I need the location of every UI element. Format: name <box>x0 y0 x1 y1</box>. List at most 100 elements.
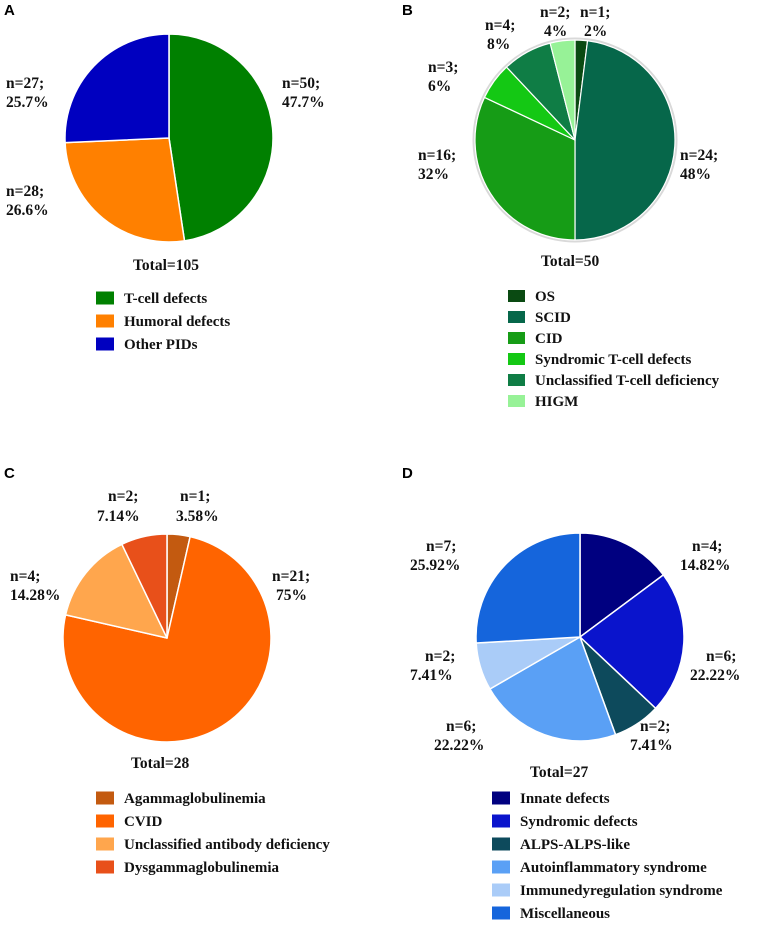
pie-slice-cvid <box>62 535 272 743</box>
slice-label-pct: 32% <box>418 166 449 183</box>
slice-label-n: n=28; <box>6 183 44 200</box>
slice-label-n: n=6; <box>706 648 736 665</box>
slice-label-pct: 14.28% <box>10 587 60 604</box>
slice-label-n: n=27; <box>6 75 44 92</box>
slice-label-pct: 6% <box>428 78 451 95</box>
legend-d: Innate defects Syndromic defects ALPS-ALPS… <box>492 791 723 922</box>
pie-slice-t-cell-defects <box>168 33 274 242</box>
total-label: Total=50 <box>541 253 599 270</box>
legend-label-autoinflammatory-syndrome: Autoinflammatory syndrome <box>520 860 707 876</box>
legend-label-immunedyregulation-syndrome: Immunedyregulation syndrome <box>520 883 723 899</box>
legend-swatch-cvid <box>96 814 114 828</box>
panel-letter-d: D <box>402 465 413 482</box>
legend-label-t-cell-defects: T-cell defects <box>124 291 207 307</box>
legend-label-alps-alps-like: ALPS-ALPS-like <box>520 837 630 853</box>
slice-label-pct: 7.41% <box>630 737 673 754</box>
total-label: Total=27 <box>530 764 588 781</box>
legend-b: OS SCID CID Syndromic T-cell defects Unclass… <box>508 289 720 410</box>
pie-slice-dysgammaglobulinemia <box>121 533 168 639</box>
slice-label-pct: 14.82% <box>680 557 730 574</box>
pie-chart-c <box>62 533 272 743</box>
panel-letter-c: C <box>4 465 15 482</box>
slice-label-n: n=4; <box>485 17 515 34</box>
legend-label-humoral-defects: Humoral defects <box>124 314 230 330</box>
panel-a: A n=50; 47.7% n=28; 26.6% n=27; 25.7% To… <box>4 2 325 353</box>
pie-chart-a <box>64 33 274 243</box>
legend-swatch-cid <box>508 332 525 344</box>
pie-slice-miscellaneous <box>475 532 581 644</box>
slice-label-n: n=7; <box>426 538 456 555</box>
slice-label-pct: 75% <box>276 587 307 604</box>
total-label: Total=28 <box>131 755 189 772</box>
slice-label-pct: 4% <box>544 23 567 40</box>
slice-label-pct: 47.7% <box>282 94 325 111</box>
total-label: Total=105 <box>133 257 199 274</box>
pie-slice-autoinflammatory-syndrome <box>489 636 617 742</box>
panel-c: C n=1; 3.58% n=21; 75% n=4; 14.28% n=2; … <box>4 465 330 876</box>
pie-slice-scid <box>574 40 676 241</box>
legend-swatch-higm <box>508 395 525 407</box>
legend-swatch-other-pids <box>96 337 114 351</box>
legend-swatch-immunedyregulation-syndrome <box>492 883 510 897</box>
slice-label-n: n=2; <box>108 488 138 505</box>
slice-label-pct: 7.14% <box>97 508 140 525</box>
pie-chart-b <box>472 37 678 243</box>
legend-swatch-alps-alps-like <box>492 837 510 851</box>
legend-label-unclassified-t-cell-deficiency: Unclassified T-cell deficiency <box>535 373 720 389</box>
slice-label-n: n=4; <box>692 538 722 555</box>
legend-label-miscellaneous: Miscellaneous <box>520 906 610 922</box>
legend-c: Agammaglobulinemia CVID Unclassified antib… <box>96 791 330 876</box>
slice-label-pct: 7.41% <box>410 667 453 684</box>
legend-label-agammaglobulinemia: Agammaglobulinemia <box>124 791 266 807</box>
slice-label-pct: 3.58% <box>176 508 219 525</box>
slice-label-n: n=1; <box>580 4 610 21</box>
legend-label-dysgammaglobulinemia: Dysgammaglobulinemia <box>124 860 280 876</box>
pie-outline <box>472 37 678 243</box>
panel-b: B n=1; 2% n=24; 48% n=16; 32% n=3; 6% n=… <box>402 2 720 410</box>
legend-swatch-scid <box>508 311 525 323</box>
legend-label-scid: SCID <box>535 310 571 326</box>
pie-slice-other-pids <box>64 33 170 144</box>
pie-slice-innate-defects <box>579 532 665 638</box>
slice-label-n: n=50; <box>282 75 320 92</box>
slice-label-pct: 26.6% <box>6 202 49 219</box>
slice-label-n: n=2; <box>640 718 670 735</box>
legend-swatch-innate-defects <box>492 791 510 805</box>
legend-label-unclassified-antibody-deficiency: Unclassified antibody deficiency <box>124 837 330 853</box>
slice-label-pct: 2% <box>584 23 607 40</box>
legend-label-syndromic-t-cell-defects: Syndromic T-cell defects <box>535 352 692 368</box>
legend-swatch-dysgammaglobulinemia <box>96 860 114 874</box>
legend-label-innate-defects: Innate defects <box>520 791 610 807</box>
slice-label-n: n=1; <box>180 488 210 505</box>
legend-swatch-unclassified-antibody-deficiency <box>96 837 114 851</box>
slice-label-n: n=2; <box>425 648 455 665</box>
slice-label-pct: 25.92% <box>410 557 460 574</box>
legend-swatch-miscellaneous <box>492 906 510 920</box>
panel-d: D n=4; 14.82% n=6; 22.22% n=2; 7.41% n=6… <box>402 465 740 922</box>
slice-label-pct: 48% <box>680 166 711 183</box>
legend-label-cid: CID <box>535 331 563 347</box>
legend-swatch-agammaglobulinemia <box>96 791 114 805</box>
legend-swatch-t-cell-defects <box>96 291 114 305</box>
slice-label-n: n=4; <box>10 568 40 585</box>
slice-label-n: n=6; <box>446 718 476 735</box>
legend-a: T-cell defects Humoral defects Other PIDs <box>96 291 230 353</box>
pie-slice-humoral-defects <box>64 137 186 243</box>
slice-label-n: n=2; <box>540 4 570 21</box>
pie-slice-cid <box>474 96 576 241</box>
legend-swatch-syndromic-t-cell-defects <box>508 353 525 365</box>
legend-label-cvid: CVID <box>124 814 163 830</box>
slice-label-n: n=21; <box>272 568 310 585</box>
legend-swatch-humoral-defects <box>96 314 114 328</box>
pie-slice-syndromic-defects <box>579 574 685 710</box>
legend-label-syndromic-defects: Syndromic defects <box>520 814 638 830</box>
slice-label-pct: 8% <box>487 36 510 53</box>
legend-label-other-pids: Other PIDs <box>124 337 198 353</box>
panel-letter-a: A <box>4 2 15 19</box>
legend-label-os: OS <box>535 289 555 305</box>
pie-slice-unclassified-antibody-deficiency <box>64 543 168 639</box>
legend-swatch-unclassified-t-cell-deficiency <box>508 374 525 386</box>
slice-label-n: n=16; <box>418 147 456 164</box>
slice-label-n: n=24; <box>680 147 718 164</box>
